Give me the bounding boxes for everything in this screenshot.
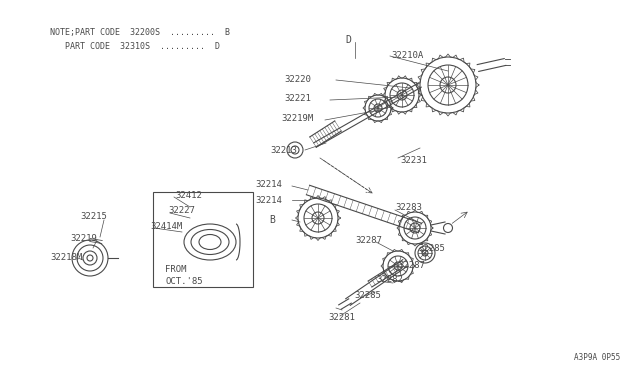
Text: 32213: 32213 <box>270 145 297 154</box>
Text: 32219: 32219 <box>70 234 97 243</box>
Text: PART CODE  32310S  .........  D: PART CODE 32310S ......... D <box>65 42 220 51</box>
Text: 32412: 32412 <box>175 190 202 199</box>
Text: OCT.'85: OCT.'85 <box>165 278 203 286</box>
Text: 32282: 32282 <box>376 276 403 285</box>
Text: D: D <box>345 35 351 45</box>
Text: 32219M: 32219M <box>281 113 313 122</box>
Text: 32285: 32285 <box>418 244 445 253</box>
Text: 32214: 32214 <box>255 196 282 205</box>
Text: 32287: 32287 <box>355 235 382 244</box>
Text: 32221: 32221 <box>284 93 311 103</box>
Text: 32215: 32215 <box>80 212 107 221</box>
Text: A3P9A 0P55: A3P9A 0P55 <box>573 353 620 362</box>
Text: 32227: 32227 <box>168 205 195 215</box>
Text: 32281: 32281 <box>328 314 355 323</box>
Text: 32220: 32220 <box>284 74 311 83</box>
Bar <box>153 192 253 287</box>
Text: B: B <box>269 215 275 225</box>
Text: NOTE;PART CODE  32200S  .........  B: NOTE;PART CODE 32200S ......... B <box>50 28 230 36</box>
Text: 32414M: 32414M <box>150 221 182 231</box>
Text: 32285: 32285 <box>354 291 381 299</box>
Text: 32283: 32283 <box>395 202 422 212</box>
Text: 32210A: 32210A <box>391 51 423 60</box>
Text: 32287: 32287 <box>398 262 425 270</box>
Text: FROM: FROM <box>165 266 186 275</box>
Text: 32231: 32231 <box>400 155 427 164</box>
Text: 32218M: 32218M <box>50 253 83 263</box>
Text: 32214: 32214 <box>255 180 282 189</box>
